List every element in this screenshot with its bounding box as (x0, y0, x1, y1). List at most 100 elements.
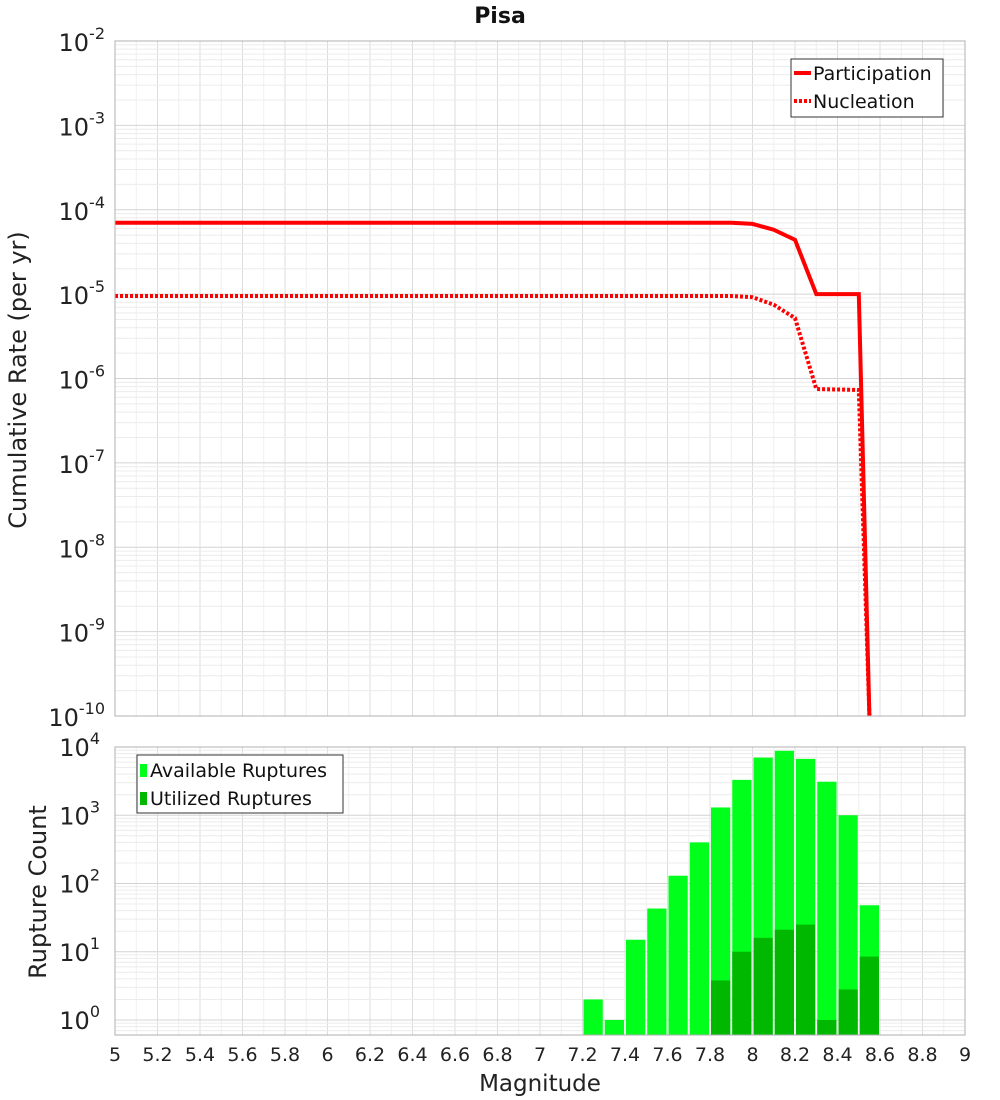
utilized-ruptures-bar (796, 924, 816, 1035)
y-tick-exponent: 0 (90, 1002, 100, 1021)
x-tick-label: 8.2 (780, 1044, 810, 1066)
x-tick-label: 8.4 (822, 1044, 852, 1066)
available-ruptures-bar (711, 807, 731, 1035)
y-tick-exponent: 2 (90, 866, 100, 885)
x-tick-label: 7.2 (567, 1044, 597, 1066)
utilized-ruptures-bar (711, 980, 731, 1035)
chart-title: Pisa (474, 4, 526, 29)
y-axis-title-top: Cumulative Rate (per yr) (4, 231, 32, 529)
x-tick-label: 5.2 (142, 1044, 172, 1066)
y-tick-exponent: -5 (89, 277, 105, 296)
x-tick-label: 8 (746, 1044, 758, 1066)
y-tick-label: 10-8 (59, 530, 106, 563)
nucleation-legend-label: Nucleation (813, 91, 915, 113)
participation-legend-label: Participation (813, 63, 932, 85)
y-tick-label: 10-9 (59, 615, 106, 648)
utilized-ruptures-bar (732, 951, 752, 1035)
axis-labels-and-legends: Pisa10-210-310-410-510-610-710-810-910-1… (4, 4, 971, 1097)
utilized-ruptures-bar (753, 937, 773, 1035)
x-tick-label: 8.6 (865, 1044, 895, 1066)
y-tick-label: 10-3 (59, 108, 106, 141)
rupture-count-plot (114, 746, 966, 1036)
y-tick-base: 10 (59, 113, 90, 141)
y-tick-exponent: 3 (90, 797, 100, 816)
y-tick-base: 10 (59, 282, 90, 310)
utilized-ruptures-legend-swatch (140, 792, 147, 805)
cumulative-rate-plot (114, 40, 966, 717)
bottom-legend-box (136, 754, 344, 814)
bottom-plot-frame (114, 746, 966, 1036)
y-tick-label: 10-10 (48, 699, 105, 732)
available-ruptures-bar (647, 908, 667, 1035)
available-ruptures-bar (838, 815, 858, 1035)
y-tick-label: 10-7 (59, 446, 106, 479)
y-tick-exponent: -10 (79, 699, 105, 718)
x-tick-label: 7.6 (652, 1044, 682, 1066)
available-ruptures-bar (626, 939, 646, 1035)
y-tick-label: 103 (59, 797, 100, 830)
participation-line (115, 220, 872, 717)
y-tick-exponent: -3 (89, 108, 105, 127)
x-tick-label: 6.8 (482, 1044, 512, 1066)
available-ruptures-bar (604, 1020, 624, 1035)
x-tick-label: 6.6 (440, 1044, 470, 1066)
y-tick-label: 10-4 (59, 193, 106, 226)
y-tick-label: 100 (59, 1002, 100, 1035)
y-tick-exponent: -2 (89, 24, 105, 43)
nucleation-line (115, 294, 872, 717)
y-tick-base: 10 (59, 451, 90, 479)
available-ruptures-legend-label: Available Ruptures (150, 760, 327, 782)
y-tick-label: 101 (59, 934, 100, 967)
utilized-ruptures-bar (859, 956, 879, 1035)
available-ruptures-bar (668, 875, 688, 1035)
y-tick-base: 10 (59, 1007, 90, 1035)
y-tick-label: 102 (59, 866, 100, 899)
x-tick-label: 6 (321, 1044, 333, 1066)
y-axis-title-bottom: Rupture Count (24, 805, 52, 979)
y-tick-base: 10 (59, 367, 90, 395)
utilized-ruptures-bar (838, 989, 858, 1035)
x-tick-label: 5.4 (185, 1044, 215, 1066)
available-ruptures-bar (817, 781, 837, 1035)
y-tick-base: 10 (59, 535, 90, 563)
x-tick-label: 5.6 (227, 1044, 257, 1066)
utilized-ruptures-bar (817, 1020, 837, 1035)
x-tick-label: 8.8 (907, 1044, 937, 1066)
available-ruptures-bar (689, 842, 709, 1035)
y-tick-base: 10 (59, 871, 90, 899)
y-tick-exponent: 4 (90, 729, 100, 748)
y-tick-exponent: -4 (89, 193, 105, 212)
x-tick-label: 5 (109, 1044, 121, 1066)
available-ruptures-bar (583, 999, 603, 1035)
y-tick-base: 10 (59, 29, 90, 57)
x-tick-label: 5.8 (270, 1044, 300, 1066)
top-legend-box (790, 58, 944, 118)
x-tick-label: 7.4 (610, 1044, 640, 1066)
y-tick-exponent: 1 (90, 934, 100, 953)
y-tick-base: 10 (59, 198, 90, 226)
utilized-ruptures-bar (774, 929, 794, 1035)
x-tick-label: 7.8 (695, 1044, 725, 1066)
y-tick-base: 10 (48, 704, 79, 732)
y-tick-label: 104 (59, 729, 100, 762)
y-tick-base: 10 (59, 939, 90, 967)
y-tick-exponent: -6 (89, 362, 105, 381)
x-tick-label: 6.2 (355, 1044, 385, 1066)
utilized-ruptures-legend-label: Utilized Ruptures (150, 788, 312, 810)
y-tick-base: 10 (59, 734, 90, 762)
x-tick-label: 6.4 (397, 1044, 427, 1066)
y-tick-exponent: -9 (89, 615, 105, 634)
x-tick-label: 7 (534, 1044, 546, 1066)
x-tick-label: 9 (959, 1044, 971, 1066)
y-tick-base: 10 (59, 802, 90, 830)
available-ruptures-legend-swatch (140, 764, 147, 777)
y-tick-label: 10-2 (59, 24, 106, 57)
y-tick-base: 10 (59, 620, 90, 648)
y-tick-exponent: -7 (89, 446, 105, 465)
y-tick-exponent: -8 (89, 530, 105, 549)
top-plot-frame (114, 40, 966, 717)
y-tick-label: 10-6 (59, 362, 106, 395)
x-axis-title: Magnitude (479, 1071, 601, 1097)
y-tick-label: 10-5 (59, 277, 106, 310)
